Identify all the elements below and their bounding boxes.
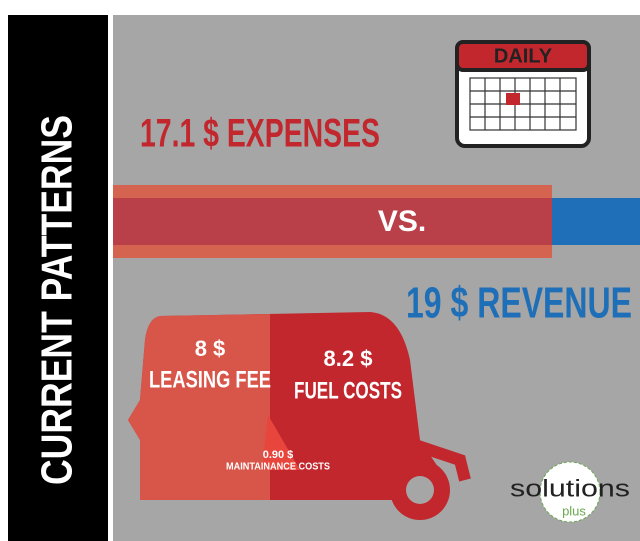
revenue-bar — [552, 198, 640, 245]
calendar-icon — [455, 40, 591, 148]
maintenance-label: MAINTAINANCE COSTS — [226, 462, 330, 473]
leasing-amount: 8 $ — [195, 336, 226, 361]
calendar-label: DAILY — [494, 45, 553, 67]
rickshaw — [128, 312, 471, 520]
logo-circle — [539, 461, 601, 523]
sidebar — [8, 15, 108, 541]
logo-main: solutions — [510, 475, 630, 502]
versus-text: VS. — [378, 205, 426, 238]
logo-sub: plus — [562, 503, 586, 518]
sidebar-title: CURRENT PATTERNS — [33, 115, 82, 485]
fuel-amount: 8.2 $ — [324, 346, 373, 371]
expenses-text: 17.1 $ EXPENSES — [140, 112, 380, 156]
expense-bar — [113, 198, 552, 245]
revenue-text: 19 $ REVENUE — [406, 279, 632, 328]
fuel-label: FUEL COSTS — [294, 377, 402, 404]
maintenance-amount: 0.90 $ — [263, 449, 294, 461]
leasing-label: LEASING FEE — [149, 366, 271, 393]
